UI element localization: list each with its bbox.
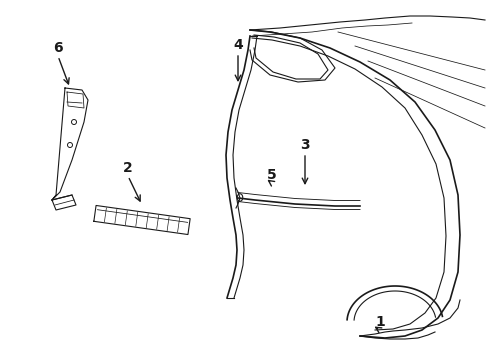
Text: 6: 6 — [53, 41, 63, 55]
Text: 5: 5 — [267, 168, 277, 182]
Text: 3: 3 — [300, 138, 310, 152]
Text: 2: 2 — [123, 161, 133, 175]
Text: 4: 4 — [233, 38, 243, 52]
Text: 1: 1 — [375, 315, 385, 329]
